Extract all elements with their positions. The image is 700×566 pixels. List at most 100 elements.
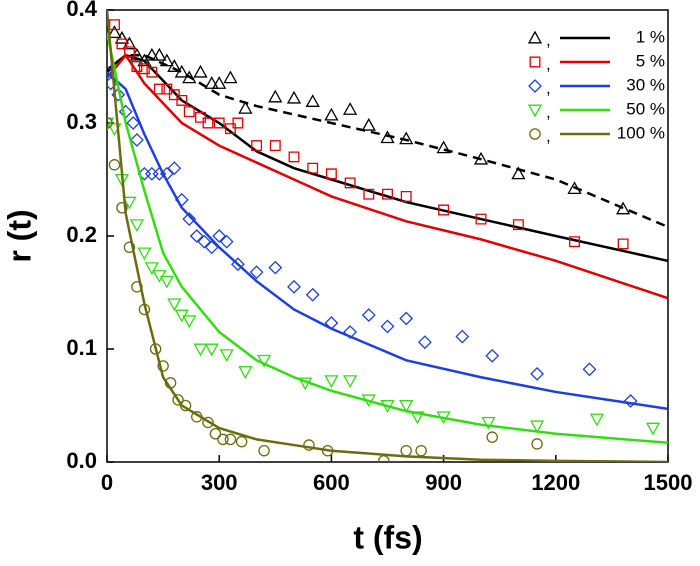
marker bbox=[131, 281, 143, 293]
marker bbox=[436, 411, 451, 425]
marker bbox=[238, 366, 253, 379]
marker bbox=[172, 394, 184, 406]
marker bbox=[204, 240, 219, 255]
marker bbox=[256, 354, 272, 368]
marker bbox=[455, 329, 470, 344]
marker bbox=[645, 422, 661, 436]
x-axis-label: t (fs) bbox=[353, 519, 422, 555]
marker bbox=[209, 428, 222, 440]
marker bbox=[342, 102, 358, 115]
marker bbox=[307, 162, 319, 174]
marker bbox=[238, 100, 253, 114]
fit-line bbox=[107, 53, 668, 300]
marker bbox=[116, 38, 128, 50]
marker bbox=[157, 360, 169, 372]
marker bbox=[189, 229, 204, 243]
marker bbox=[146, 66, 158, 78]
marker bbox=[204, 343, 219, 357]
marker bbox=[235, 435, 248, 448]
legend-label: 5 % bbox=[636, 51, 665, 70]
marker bbox=[485, 348, 500, 363]
marker bbox=[378, 455, 390, 462]
marker bbox=[486, 431, 498, 443]
marker bbox=[144, 166, 159, 181]
fit-line bbox=[107, 71, 668, 411]
marker bbox=[324, 375, 339, 388]
marker bbox=[212, 76, 227, 89]
marker bbox=[400, 445, 412, 457]
marker bbox=[137, 247, 152, 261]
marker bbox=[182, 315, 197, 329]
marker bbox=[258, 445, 270, 457]
marker bbox=[617, 238, 629, 250]
fit-line bbox=[107, 32, 668, 445]
marker bbox=[144, 47, 159, 61]
legend-marker bbox=[527, 30, 543, 44]
marker bbox=[230, 257, 245, 272]
marker bbox=[174, 64, 189, 78]
marker bbox=[168, 89, 180, 101]
marker bbox=[343, 325, 358, 339]
marker bbox=[174, 192, 189, 207]
legend-separator: , bbox=[546, 102, 551, 121]
marker bbox=[380, 400, 395, 413]
marker bbox=[512, 219, 524, 231]
marker bbox=[298, 377, 313, 391]
marker bbox=[130, 133, 144, 147]
marker bbox=[123, 46, 135, 58]
marker bbox=[305, 287, 320, 302]
marker bbox=[161, 83, 173, 95]
marker bbox=[511, 166, 526, 180]
marker bbox=[108, 159, 121, 171]
legend-marker bbox=[527, 104, 543, 118]
marker bbox=[129, 219, 145, 233]
legend-separator: , bbox=[546, 30, 551, 49]
marker bbox=[305, 94, 320, 107]
marker bbox=[204, 76, 219, 89]
marker bbox=[361, 117, 376, 131]
marker bbox=[399, 400, 414, 413]
marker bbox=[399, 131, 414, 145]
legend-separator: , bbox=[546, 54, 551, 73]
marker bbox=[195, 111, 206, 123]
marker bbox=[116, 202, 128, 214]
marker bbox=[126, 116, 141, 130]
marker bbox=[410, 411, 425, 425]
marker bbox=[325, 168, 337, 180]
marker bbox=[159, 166, 174, 181]
marker bbox=[123, 241, 136, 253]
marker bbox=[182, 212, 197, 226]
marker bbox=[224, 433, 237, 446]
marker bbox=[415, 445, 427, 457]
marker bbox=[167, 298, 182, 312]
marker bbox=[219, 234, 234, 249]
marker bbox=[164, 377, 177, 389]
marker bbox=[152, 47, 167, 61]
marker bbox=[567, 181, 582, 194]
marker bbox=[249, 265, 264, 280]
legend-separator: , bbox=[546, 126, 551, 145]
x-tick-label: 0 bbox=[101, 470, 113, 495]
marker bbox=[623, 394, 638, 408]
marker bbox=[324, 316, 339, 330]
marker bbox=[303, 439, 315, 451]
marker bbox=[616, 201, 631, 215]
x-tick-label: 600 bbox=[313, 470, 350, 495]
marker bbox=[193, 343, 208, 357]
marker bbox=[530, 366, 545, 381]
marker bbox=[179, 399, 192, 412]
marker bbox=[380, 319, 395, 334]
marker bbox=[176, 94, 188, 106]
y-tick-label: 0.3 bbox=[66, 109, 97, 134]
marker bbox=[399, 311, 414, 326]
marker bbox=[417, 335, 432, 350]
marker bbox=[167, 161, 182, 176]
marker bbox=[321, 445, 334, 457]
marker bbox=[288, 151, 300, 163]
marker bbox=[438, 204, 450, 216]
y-tick-label: 0.1 bbox=[66, 335, 97, 360]
marker bbox=[569, 236, 580, 248]
marker bbox=[582, 362, 597, 377]
marker bbox=[475, 213, 487, 225]
marker bbox=[183, 106, 195, 118]
